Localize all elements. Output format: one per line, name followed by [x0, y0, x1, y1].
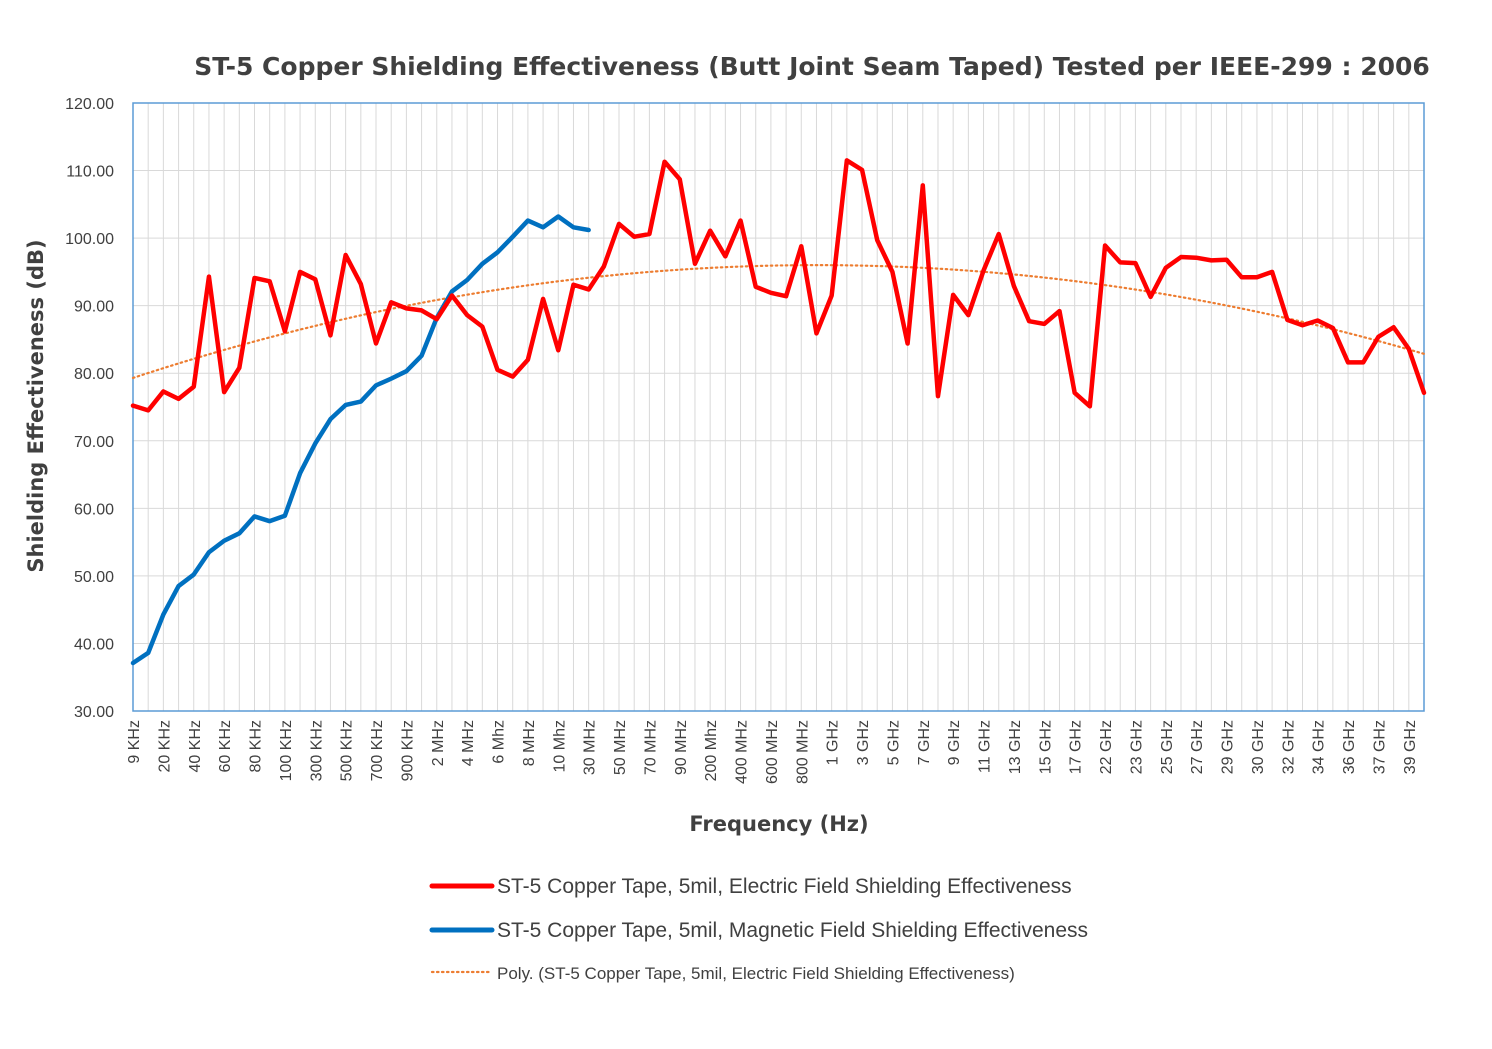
y-tick-label: 40.00: [74, 636, 114, 653]
x-tick-labels: 9 KHz 20 KHz 40 KHz 60 KHz 80 KHz 100 KHz 300 …: [126, 720, 1419, 784]
legend-label-poly: Poly. (ST-5 Copper Tape, 5mil, Electric …: [497, 964, 1015, 983]
legend-label-electric: ST-5 Copper Tape, 5mil, Electric Field S…: [497, 875, 1072, 898]
series-layer: [130, 158, 1427, 666]
x-axis-title: Frequency (Hz): [689, 812, 868, 836]
grid: [133, 103, 1424, 711]
y-axis-title: Shielding Effectiveness (dB): [24, 239, 48, 572]
x-tick-label: 70 MHz: [642, 720, 659, 775]
trendline-poly: [131, 264, 1426, 380]
x-tick-label: 2 MHz: [430, 720, 447, 766]
plot-area-border: [132, 102, 1425, 712]
x-tick-label: 5 GHz: [885, 720, 902, 765]
legend: ST-5 Copper Tape, 5mil, Electric Field S…: [429, 875, 1088, 983]
x-tick-label: 27 GHz: [1189, 720, 1206, 774]
x-tick-label: 39 GHz: [1402, 720, 1419, 774]
x-tick-label: 60 KHz: [217, 720, 234, 772]
x-tick-label: 3 GHz: [855, 720, 872, 765]
x-tick-label: 15 GHz: [1037, 720, 1054, 774]
x-tick-label: 36 GHz: [1341, 720, 1358, 774]
x-tick-label: 30 MHz: [582, 720, 599, 775]
chart-title: ST-5 Copper Shielding Effectiveness (But…: [194, 52, 1430, 81]
x-tick-label: 50 MHz: [612, 720, 629, 775]
x-tick-label: 13 GHz: [1007, 720, 1024, 774]
x-tick-label: 9 GHz: [946, 720, 963, 765]
x-tick-label: 10 Mhz: [551, 720, 568, 772]
x-tick-label: 8 MHz: [521, 720, 538, 766]
x-tick-label: 20 KHz: [156, 720, 173, 772]
x-tick-label: 500 KHz: [339, 720, 356, 781]
x-tick-label: 300 KHz: [308, 720, 325, 781]
y-tick-label: 50.00: [74, 569, 114, 586]
x-tick-label: 23 GHz: [1128, 720, 1145, 774]
y-tick-label: 30.00: [74, 704, 114, 721]
x-tick-label: 22 GHz: [1098, 720, 1115, 774]
x-tick-label: 11 GHz: [977, 720, 994, 773]
x-tick-label: 4 MHz: [460, 720, 477, 766]
y-tick-label: 120.00: [65, 96, 114, 113]
y-tick-label: 80.00: [74, 366, 114, 383]
x-tick-label: 17 GHz: [1068, 720, 1085, 774]
x-tick-label: 800 MHz: [794, 720, 811, 784]
x-tick-label: 90 MHz: [673, 720, 690, 775]
y-tick-label: 110.00: [66, 164, 114, 181]
x-tick-label: 900 KHz: [399, 720, 416, 781]
y-tick-label: 70.00: [74, 434, 114, 451]
series-electric-line: [130, 158, 1427, 413]
x-tick-label: 700 KHz: [369, 720, 386, 781]
x-tick-label: 400 MHz: [734, 720, 751, 784]
x-tick-label: 30 GHz: [1250, 720, 1267, 774]
x-tick-label: 29 GHz: [1220, 720, 1237, 774]
x-tick-label: 37 GHz: [1371, 720, 1388, 774]
x-tick-label: 6 Mhz: [491, 720, 508, 764]
y-tick-label: 60.00: [74, 501, 114, 518]
x-tick-label: 7 GHz: [916, 720, 933, 765]
x-tick-label: 200 Mhz: [703, 720, 720, 781]
x-tick-label: 1 GHz: [825, 720, 842, 765]
legend-label-magnetic: ST-5 Copper Tape, 5mil, Magnetic Field S…: [497, 919, 1088, 942]
x-tick-label: 34 GHz: [1311, 720, 1328, 774]
y-tick-label: 100.00: [65, 231, 114, 248]
x-tick-label: 40 KHz: [187, 720, 204, 772]
x-tick-label: 25 GHz: [1159, 720, 1176, 774]
x-tick-label: 100 KHz: [278, 720, 295, 781]
x-tick-label: 600 MHz: [764, 720, 781, 784]
y-tick-label: 90.00: [74, 299, 114, 316]
x-tick-label: 80 KHz: [248, 720, 265, 772]
y-tick-labels: 30.00 40.00 50.00 60.00 70.00 80.00 90.00 100.0…: [65, 96, 114, 721]
x-tick-label: 9 KHz: [126, 720, 143, 764]
x-tick-label: 32 GHz: [1280, 720, 1297, 774]
